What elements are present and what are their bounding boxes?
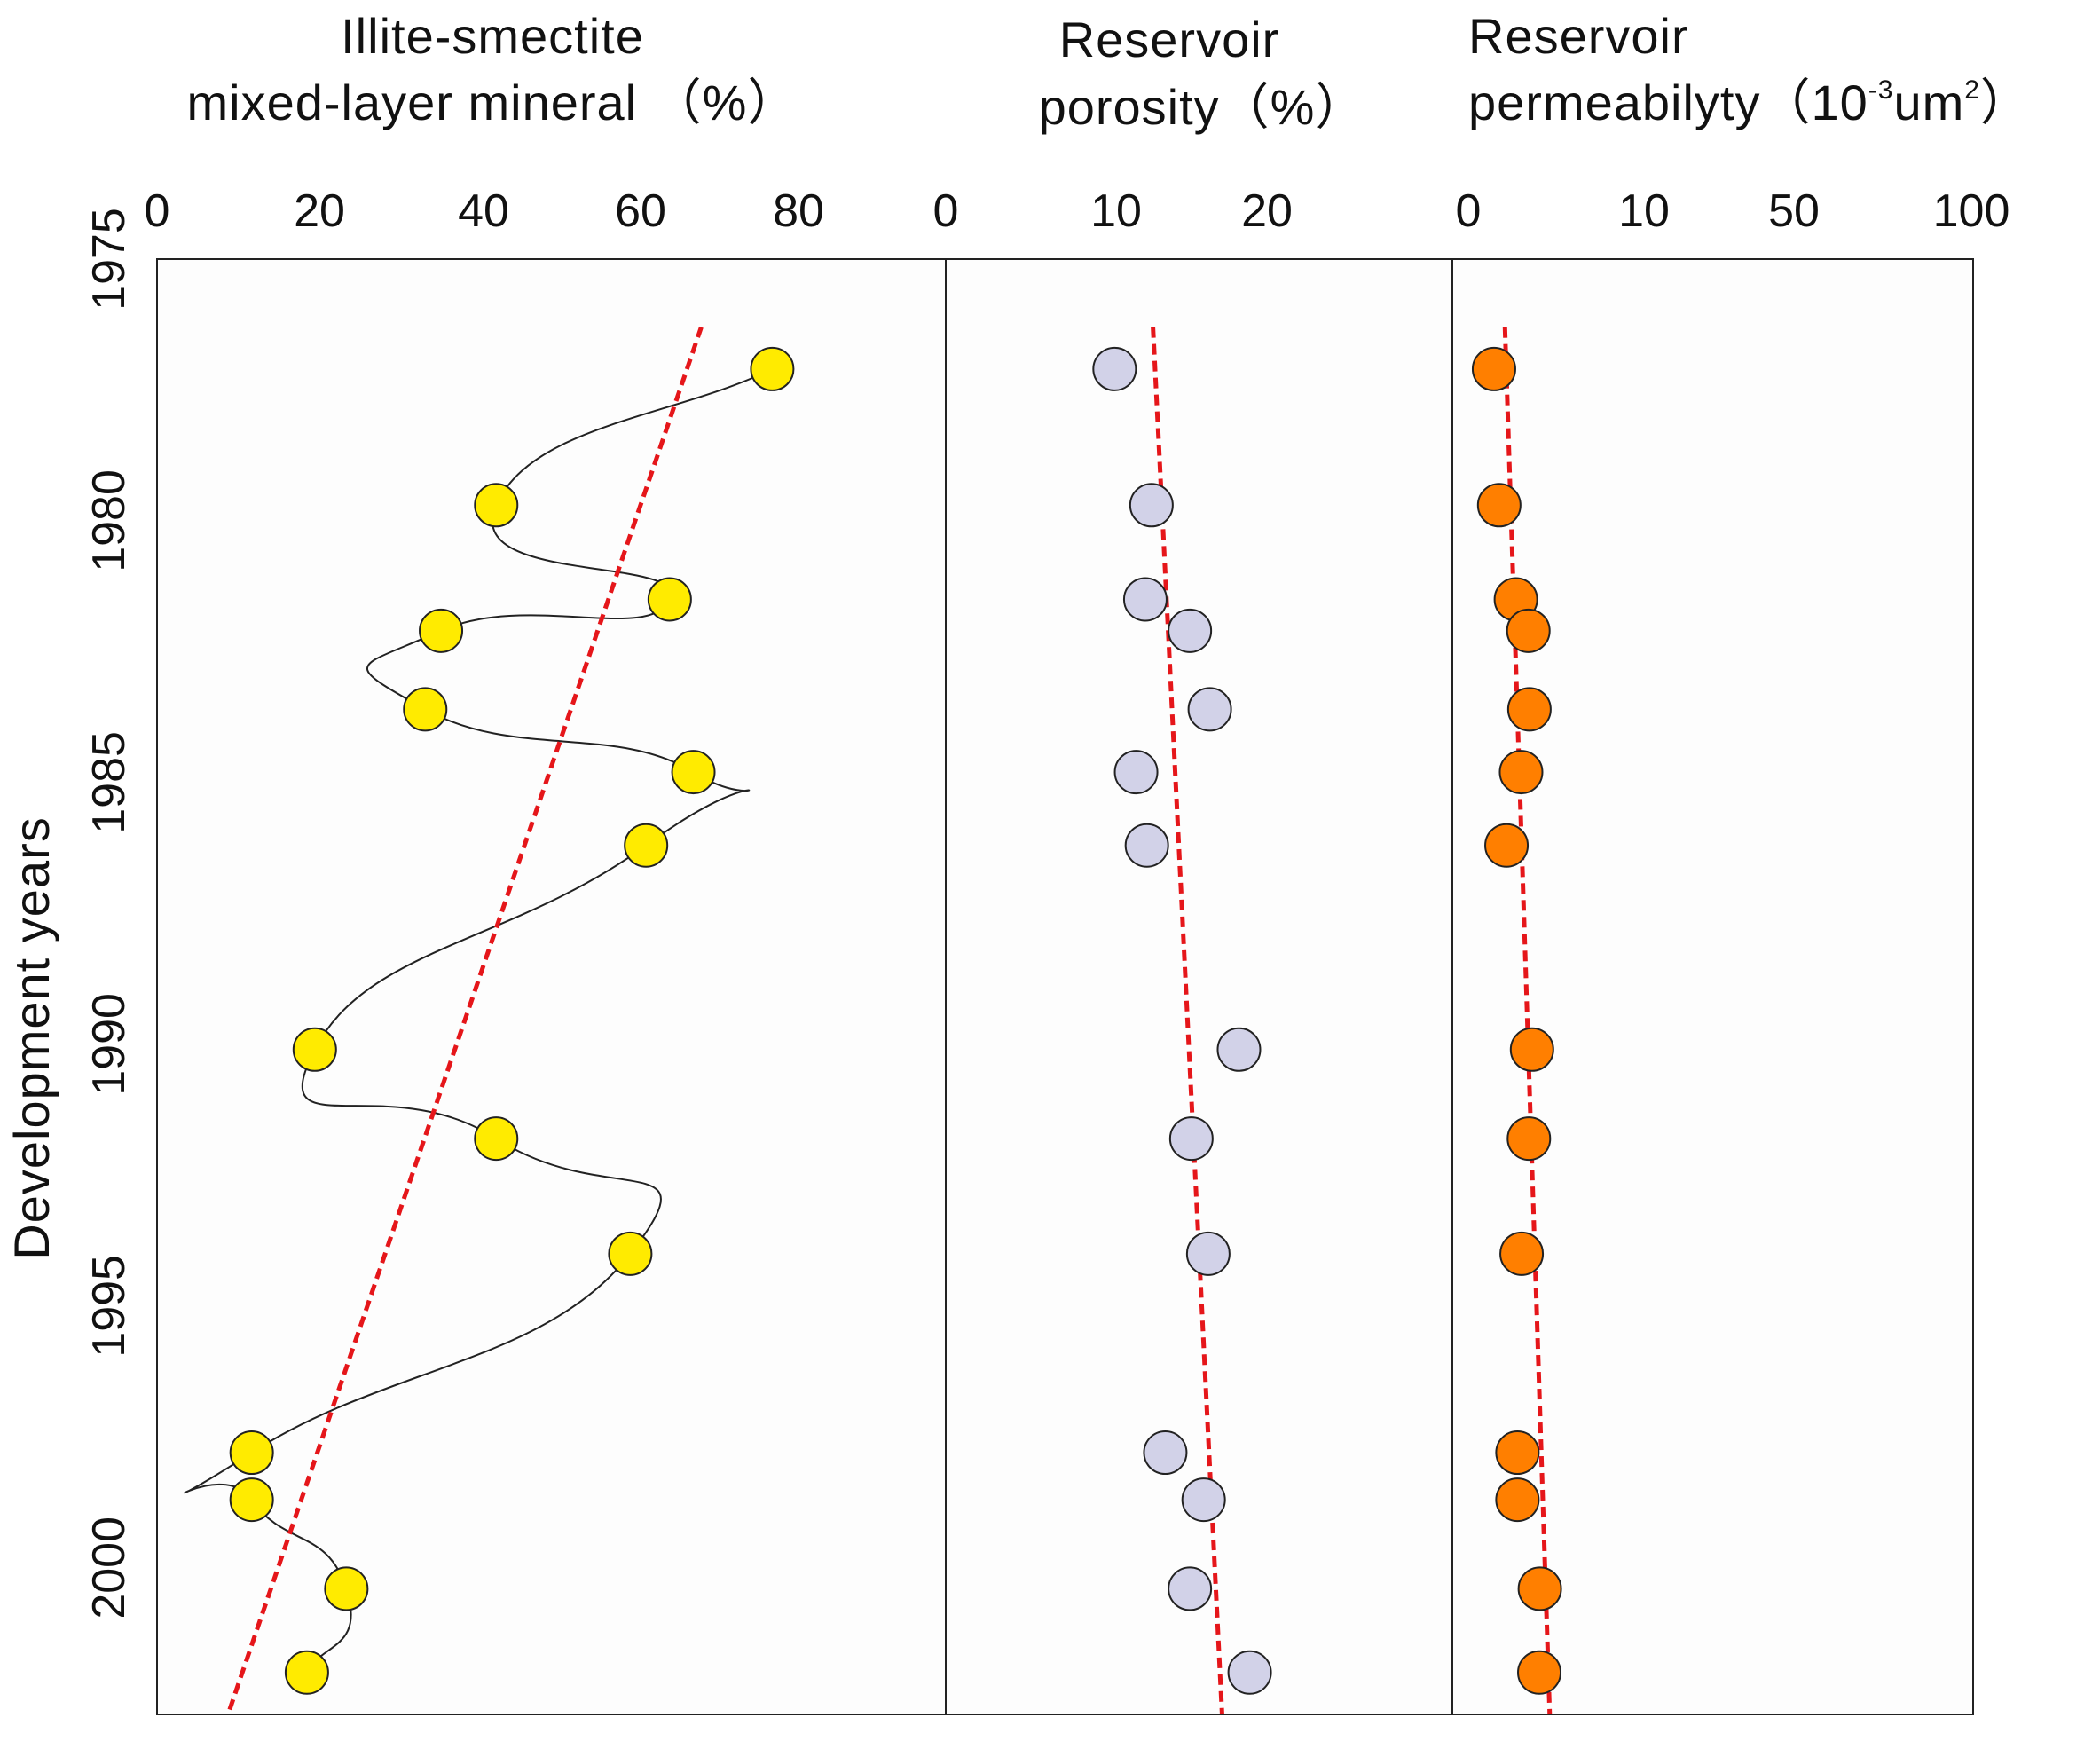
data-point (1498, 750, 1544, 795)
data-point (608, 1231, 653, 1276)
data-point (671, 750, 716, 795)
data-point (1185, 1231, 1231, 1276)
y-axis: 1975 1980 1985 1990 1995 2000 Development year… (4, 208, 135, 1619)
data-point (1092, 346, 1137, 391)
data-point (1499, 1231, 1545, 1276)
data-point (474, 483, 519, 528)
data-point (647, 577, 692, 622)
x-tick-label: 60 (615, 185, 666, 237)
y-tick-label: 1985 (83, 731, 135, 834)
data-point (292, 1027, 337, 1072)
x-tick-label: 0 (933, 185, 959, 237)
x-tick-label: 0 (145, 185, 170, 237)
data-point (1168, 608, 1213, 653)
data-point (1495, 1430, 1540, 1476)
panel-titles: Illite-smectite mixed-layer mineral （%） Re… (187, 8, 2031, 135)
trend-lines (225, 326, 1553, 1715)
panel-title-line: permeabilyty（10-3um2） (1468, 75, 2031, 130)
panel-title-line: Reservoir (1059, 12, 1280, 67)
data-point (1168, 1116, 1214, 1162)
x-tick-label: 10 (1090, 185, 1142, 237)
trend-line (1151, 327, 1224, 1715)
data-point (474, 1116, 519, 1162)
data-point (750, 346, 795, 391)
y-axis-title: Development years (4, 816, 59, 1259)
data-point (1517, 1566, 1562, 1611)
data-point (1124, 823, 1169, 868)
title-superscript: 2 (1964, 75, 1980, 105)
panel-title-line: Illite-smectite (341, 8, 644, 64)
data-point (624, 823, 669, 868)
title-text: um (1893, 75, 1964, 130)
data-point (1122, 577, 1168, 622)
data-point (1471, 346, 1516, 391)
y-tick-label: 1975 (83, 208, 135, 311)
data-point (1506, 687, 1552, 732)
data-point (1216, 1027, 1262, 1072)
data-points (229, 346, 1562, 1695)
x-tick-label: 20 (294, 185, 345, 237)
data-point (229, 1477, 274, 1523)
x-tick-label: 80 (773, 185, 824, 237)
data-point (1509, 1027, 1554, 1072)
data-point (1129, 483, 1174, 528)
data-point (1143, 1430, 1188, 1476)
data-point (1168, 1566, 1213, 1611)
title-superscript: -3 (1868, 75, 1894, 105)
data-point (284, 1650, 329, 1695)
data-point (1476, 483, 1522, 528)
x-tick-label: 20 (1241, 185, 1293, 237)
title-text: ） (1980, 75, 2031, 130)
data-point (1181, 1477, 1226, 1523)
x-tick-label: 100 (1933, 185, 2010, 237)
panel-title-line: Reservoir (1468, 8, 1689, 64)
data-point (403, 687, 448, 732)
data-point (1506, 1116, 1552, 1162)
x-tick-label: 50 (1768, 185, 1820, 237)
title-text: permeabilyty（10 (1468, 75, 1868, 130)
panel-title-line: mixed-layer mineral （%） (187, 75, 798, 130)
plot-frame (156, 258, 1974, 1715)
panel-frames (156, 258, 1974, 1715)
y-tick-label: 1990 (83, 993, 135, 1096)
data-point (1227, 1650, 1272, 1695)
data-point (1495, 1477, 1540, 1523)
data-point (1506, 608, 1551, 653)
data-point (1113, 750, 1159, 795)
y-tick-label: 1980 (83, 469, 135, 572)
data-point (229, 1430, 274, 1476)
y-tick-label: 1995 (83, 1255, 135, 1358)
x-tick-label: 40 (458, 185, 509, 237)
data-point (1187, 687, 1232, 732)
data-point (1517, 1650, 1562, 1695)
trend-line (1502, 327, 1553, 1715)
data-point (419, 608, 464, 653)
x-tick-label: 0 (1456, 185, 1482, 237)
panel-title-line: porosity（%） (1039, 79, 1366, 135)
x-tick-label: 10 (1618, 185, 1670, 237)
data-point (1484, 823, 1530, 868)
data-point (324, 1566, 369, 1611)
trend-line (225, 326, 704, 1715)
x-tick-labels: 0 20 40 60 80 0 10 20 0 10 50 100 (145, 185, 2010, 237)
y-tick-label: 2000 (83, 1517, 135, 1619)
